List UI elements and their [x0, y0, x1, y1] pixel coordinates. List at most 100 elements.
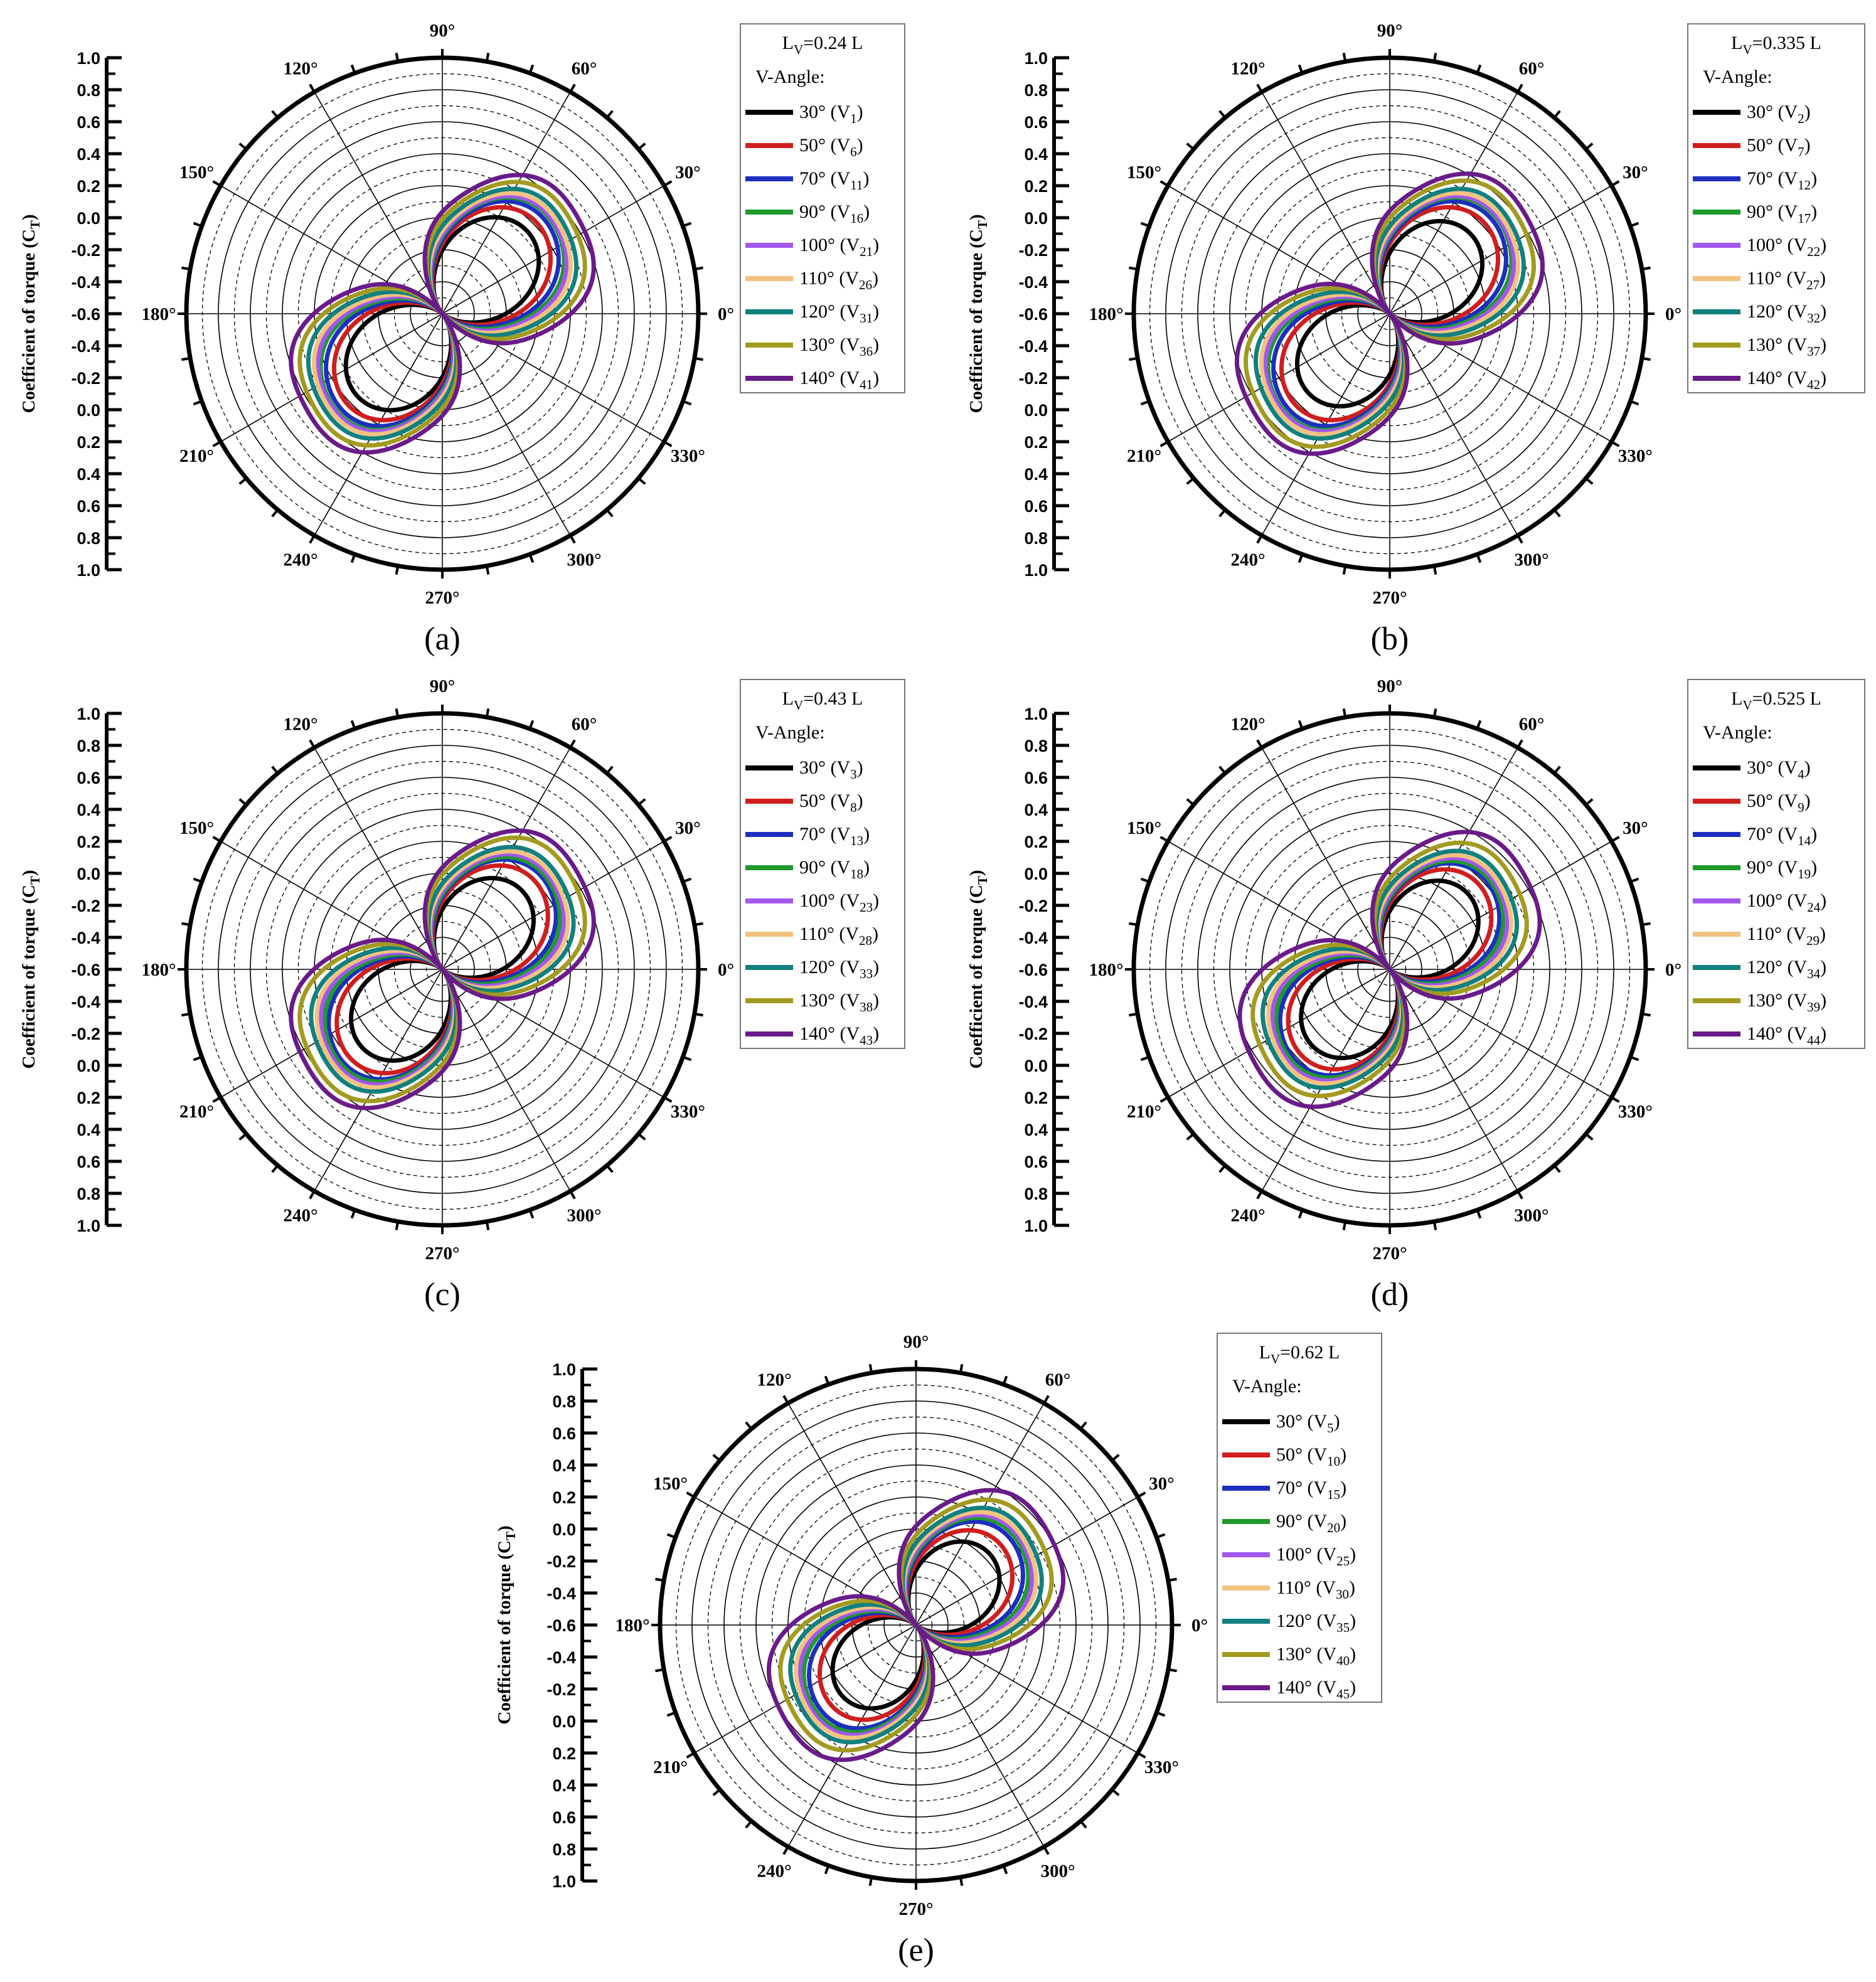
spoke-line: [442, 313, 571, 536]
angle-label: 90°: [1377, 21, 1403, 41]
r-tick-label: 0.8: [77, 737, 100, 755]
legend-title: LV=0.24 L: [782, 33, 863, 57]
angle-tick: [655, 1668, 666, 1673]
angle-tick: [1640, 356, 1651, 361]
r-tick-label: 1.0: [77, 561, 100, 580]
r-tick-label: 0.0: [552, 1712, 576, 1731]
r-tick-label: 0.8: [552, 1840, 576, 1859]
angle-tick: [605, 765, 614, 775]
r-tick-label: -0.4: [71, 337, 100, 356]
angle-tick: [1140, 1055, 1151, 1062]
angle-label: 150°: [653, 1474, 688, 1494]
r-tick-label: -0.2: [546, 1680, 576, 1699]
angle-tick: [666, 1710, 678, 1717]
r-tick-label: 0.2: [77, 177, 100, 196]
legend-subtitle: V-Angle:: [1703, 722, 1772, 743]
legend-entry: 90° (V16): [799, 201, 870, 226]
legend-entry: 110° (V29): [1747, 924, 1826, 948]
r-tick-label: 0.4: [1024, 801, 1048, 819]
legend-entry: 50° (V6): [799, 135, 863, 159]
angle-tick: [1516, 739, 1523, 750]
angle-tick: [1129, 1012, 1139, 1017]
angle-label: 300°: [1514, 550, 1548, 570]
panel-label: (d): [1371, 1277, 1409, 1313]
legend-entry: 50° (V10): [1276, 1444, 1346, 1469]
angle-tick: [1001, 1863, 1008, 1875]
angle-tick: [868, 1364, 873, 1375]
legend-entry: 70° (V11): [799, 168, 869, 193]
angle-tick: [1584, 1132, 1594, 1141]
r-tick-label: -0.4: [546, 1584, 576, 1603]
angle-tick: [681, 877, 692, 884]
angle-tick: [681, 221, 692, 228]
r-tick-label: 0.8: [1024, 737, 1048, 755]
angle-tick: [1218, 508, 1227, 518]
angle-label: 180°: [141, 960, 176, 980]
r-tick-label: 0.8: [1024, 81, 1048, 100]
legend-entry: 130° (V39): [1747, 990, 1826, 1015]
r-tick-label: 0.2: [77, 833, 100, 851]
angle-tick: [1140, 221, 1151, 228]
angle-tick: [193, 1055, 204, 1062]
angle-tick: [212, 180, 223, 188]
angle-tick: [181, 1012, 192, 1017]
angle-tick: [1110, 1788, 1120, 1796]
angle-tick: [662, 180, 673, 188]
r-tick-label: 0.0: [552, 1520, 576, 1539]
r-tick-label: 0.6: [1024, 497, 1048, 516]
series-line-9: [1237, 829, 1542, 1109]
legend-subtitle: V-Angle:: [1703, 67, 1772, 87]
legend-entry: 30° (V4): [1747, 757, 1811, 782]
angle-tick: [1516, 1189, 1523, 1200]
angle-tick: [959, 1364, 964, 1375]
angle-label: 30°: [675, 163, 701, 183]
r-tick-label: -0.4: [546, 1648, 576, 1667]
spoke-line: [442, 969, 571, 1191]
angle-tick: [1609, 180, 1620, 188]
spoke-line: [1389, 969, 1518, 1191]
angle-label: 60°: [1519, 715, 1545, 735]
angle-tick: [350, 720, 357, 731]
angle-label: 330°: [671, 446, 705, 466]
r-tick-label: 0.2: [552, 1488, 576, 1507]
angle-tick: [1628, 1055, 1639, 1062]
angle-label: 210°: [179, 446, 214, 466]
legend-entry: 140° (V41): [799, 368, 879, 392]
legend-entry: 30° (V3): [799, 757, 863, 782]
angle-tick: [1154, 1533, 1166, 1540]
legend-entry: 110° (V30): [1276, 1577, 1355, 1602]
angle-tick: [1609, 1095, 1620, 1103]
angle-tick: [485, 53, 490, 63]
angle-tick: [959, 1875, 964, 1886]
angle-label: 150°: [1127, 163, 1161, 183]
angle-tick: [1475, 64, 1482, 75]
legend-entry: 140° (V44): [1747, 1023, 1826, 1048]
r-tick-label: 0.6: [1024, 113, 1048, 132]
angle-tick: [528, 720, 535, 731]
angle-tick: [1298, 64, 1304, 75]
angle-tick: [181, 356, 192, 361]
angle-label: 300°: [567, 550, 601, 570]
angle-tick: [1609, 440, 1620, 447]
angle-tick: [1042, 1845, 1050, 1855]
angle-tick: [1475, 720, 1482, 731]
r-tick-label: 0.0: [1024, 1057, 1048, 1075]
r-tick-label: 1.0: [1024, 1217, 1048, 1235]
r-tick-label: 0.8: [77, 81, 100, 100]
r-tick-label: 0.2: [552, 1744, 576, 1763]
r-tick-label: 1.0: [1024, 561, 1048, 580]
angle-label: 60°: [1519, 59, 1545, 79]
angle-tick: [271, 110, 280, 120]
angle-tick: [181, 266, 192, 271]
angle-tick: [1475, 552, 1482, 563]
angle-tick: [824, 1863, 831, 1875]
angle-tick: [1001, 1375, 1008, 1387]
panel-label: (b): [1371, 621, 1409, 657]
spoke-line: [1389, 313, 1518, 536]
angle-label: 240°: [283, 1205, 317, 1225]
polar-panel-e: 0° 30° 60° 90° 120° 150° 180° 210° 240° 270° 300° 3…: [494, 1332, 1382, 1968]
legend: LV=0.525 L V-Angle: 30° (V4) 50° (V9) 70° (V…: [1687, 679, 1865, 1049]
legend-entry: 70° (V12): [1747, 168, 1817, 193]
angle-tick: [528, 1208, 535, 1219]
